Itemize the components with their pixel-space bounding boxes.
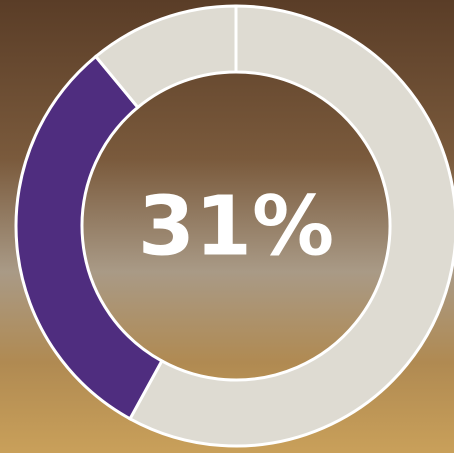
- center-label: 31%: [138, 179, 334, 274]
- chart: 31%: [0, 0, 454, 453]
